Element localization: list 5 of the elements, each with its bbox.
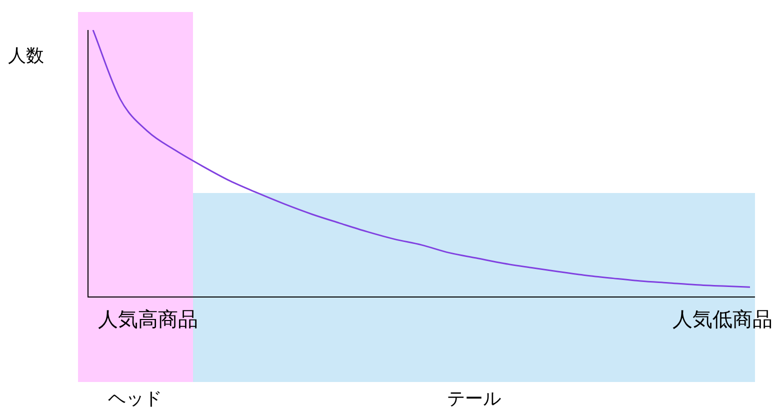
text: テール (447, 388, 501, 410)
text: ヘッド (108, 388, 162, 410)
x-tick-label: 人気高商品 (98, 307, 198, 332)
y-axis-title: 人数 (8, 46, 44, 67)
x-tick-label: 人気低商品 (672, 307, 773, 332)
